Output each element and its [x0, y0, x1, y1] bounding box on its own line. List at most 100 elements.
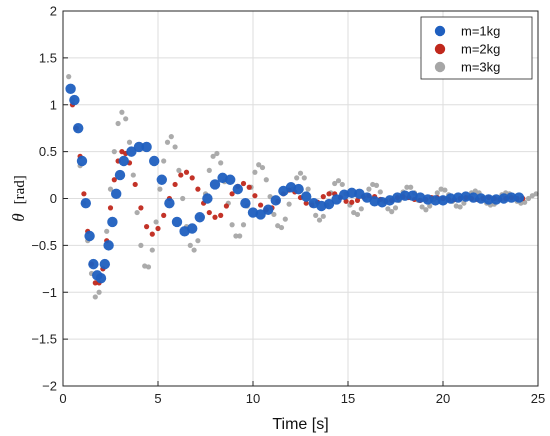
data-point	[468, 192, 479, 203]
data-point	[434, 190, 440, 196]
data-point	[385, 206, 391, 212]
data-point	[209, 179, 221, 190]
legend-label: m=2kg	[461, 42, 500, 57]
data-point	[103, 240, 114, 251]
y-axis-unit: [rad]	[12, 175, 28, 204]
legend-label: m=3kg	[461, 60, 500, 75]
data-point	[457, 204, 463, 210]
data-point	[195, 186, 201, 192]
data-point	[240, 222, 247, 228]
data-point	[133, 141, 145, 153]
y-tick-label: 1	[50, 97, 57, 112]
data-point	[377, 189, 383, 195]
data-point	[423, 207, 429, 213]
x-tick-label: 20	[436, 391, 450, 406]
data-point	[316, 217, 323, 223]
data-point	[88, 258, 99, 270]
data-point	[210, 153, 216, 159]
data-point	[66, 74, 72, 80]
data-point	[399, 190, 411, 201]
data-point	[195, 238, 201, 244]
data-point	[119, 109, 125, 115]
legend-marker	[434, 25, 446, 37]
data-point	[111, 149, 117, 155]
data-point	[354, 211, 361, 218]
data-point	[282, 216, 288, 222]
data-point	[126, 146, 137, 157]
data-point	[96, 289, 102, 295]
data-point	[134, 209, 140, 216]
data-point	[111, 188, 122, 200]
x-tick-label: 10	[246, 391, 260, 406]
data-point	[202, 193, 213, 204]
y-axis-symbol: θ	[9, 213, 28, 221]
data-point	[156, 174, 167, 185]
data-point	[506, 192, 517, 203]
data-point	[114, 169, 126, 181]
data-point	[255, 209, 266, 220]
data-point	[76, 155, 88, 167]
legend: m=1kg m=2kg m=3kg	[420, 16, 533, 80]
data-point	[126, 139, 133, 145]
data-point	[172, 144, 178, 150]
axis-labels: Time [s] θ [rad]	[9, 175, 329, 433]
data-point	[297, 170, 304, 176]
data-point	[149, 155, 160, 167]
data-point	[164, 197, 175, 209]
data-point	[303, 200, 309, 206]
x-tick-label: 15	[341, 391, 355, 406]
data-point	[430, 195, 441, 206]
x-tick-label: 25	[531, 391, 545, 406]
data-series	[65, 74, 539, 300]
data-point	[513, 192, 525, 203]
data-point	[218, 212, 224, 218]
data-point	[161, 212, 167, 218]
y-tick-label: −2	[42, 379, 57, 394]
data-point	[157, 186, 163, 192]
data-point	[408, 184, 414, 190]
y-tick-label: −0.5	[31, 238, 57, 253]
data-point	[178, 172, 184, 178]
data-point	[168, 134, 174, 140]
data-point	[149, 247, 155, 253]
data-point	[404, 184, 410, 190]
data-point	[271, 211, 277, 218]
data-point	[171, 216, 183, 228]
data-point	[305, 186, 311, 192]
data-point	[332, 180, 338, 187]
x-tick-label: 0	[59, 391, 66, 406]
data-point	[460, 191, 471, 202]
data-point	[187, 223, 198, 234]
data-point	[445, 193, 456, 204]
data-point	[461, 200, 467, 206]
data-point	[225, 174, 236, 185]
data-point	[183, 169, 190, 175]
data-point	[263, 204, 274, 215]
data-point	[252, 193, 258, 199]
data-point	[229, 191, 235, 197]
data-point	[343, 198, 349, 204]
x-axis-title: Time [s]	[272, 416, 328, 433]
y-tick-label: −1.5	[31, 332, 57, 347]
data-point	[301, 175, 307, 181]
data-point	[145, 264, 152, 270]
data-point	[313, 212, 319, 218]
data-point	[326, 191, 332, 197]
data-point	[293, 183, 304, 195]
data-point	[223, 203, 229, 209]
data-point	[149, 231, 155, 237]
data-point	[366, 186, 372, 192]
data-point	[369, 196, 380, 207]
data-point	[141, 141, 152, 153]
data-point	[320, 194, 326, 200]
data-point	[218, 160, 224, 166]
data-point	[323, 198, 335, 210]
data-point	[483, 194, 494, 205]
data-point	[442, 187, 448, 193]
data-point	[258, 202, 264, 208]
data-point	[164, 139, 171, 145]
data-point	[533, 191, 539, 197]
y-tick-label: 2	[50, 4, 57, 19]
y-tick-label: 1.5	[39, 50, 57, 65]
